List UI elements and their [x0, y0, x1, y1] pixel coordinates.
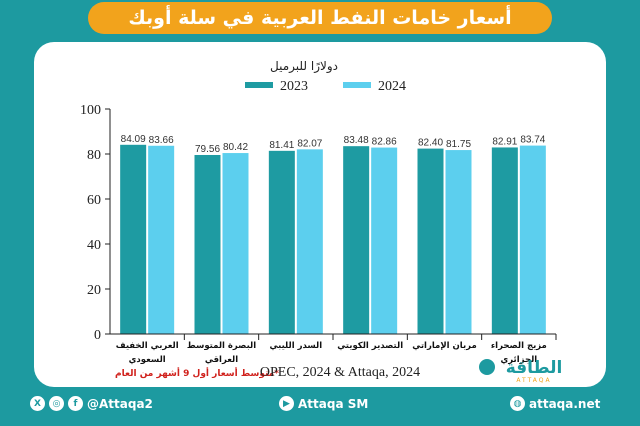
- chart-card: دولارًا للبرميل 2023 2024 0 20 40 60 80 100 8…: [34, 42, 606, 387]
- instagram-icon[interactable]: ◎: [49, 396, 64, 411]
- logo-drop-icon: [479, 359, 495, 375]
- y-tick-label: 20: [87, 283, 101, 298]
- data-label: 80.42: [223, 142, 248, 153]
- globe-icon: ◍: [510, 396, 525, 411]
- data-label: 83.48: [344, 135, 369, 146]
- category-label: العراقي: [205, 355, 238, 365]
- y-tick-label: 0: [94, 328, 101, 343]
- page-title: أسعار خامات النفط العربية في سلة أوبك: [88, 2, 552, 34]
- data-label: 83.74: [520, 135, 545, 146]
- bar-2023: [268, 150, 295, 334]
- bar-2024: [148, 145, 175, 334]
- logo-subtext: ATTAQA: [516, 377, 551, 384]
- footnote: *متوسط أسعار أول 9 أشهر من العام: [115, 367, 279, 379]
- data-label: 81.75: [446, 139, 471, 150]
- logo-text: الطاقة: [506, 358, 563, 378]
- legend-label-2023: 2023: [280, 79, 308, 94]
- category-label: السعودي: [129, 355, 166, 365]
- website-url: attaqa.net: [529, 396, 601, 411]
- category-label: مزيج الصحراء: [491, 341, 547, 351]
- footer: X ◎ f @Attaqa2 ▶ Attaqa SM ◍ attaqa.net: [0, 392, 640, 420]
- data-label: 79.56: [195, 144, 220, 155]
- data-label: 81.41: [269, 140, 294, 151]
- y-tick-label: 100: [80, 103, 101, 118]
- y-tick-label: 40: [87, 238, 101, 253]
- bar-2024: [519, 145, 546, 334]
- category-label: البصرة المتوسط: [187, 341, 256, 351]
- data-label: 82.40: [418, 138, 443, 149]
- data-label: 82.86: [372, 137, 397, 148]
- data-label: 82.07: [297, 138, 322, 149]
- legend-label-2024: 2024: [378, 79, 406, 94]
- data-label: 83.66: [149, 135, 174, 146]
- social-handle[interactable]: @Attaqa2: [87, 396, 153, 411]
- youtube-channel: Attaqa SM: [298, 396, 369, 411]
- bar-2024: [222, 153, 249, 334]
- bar-2024: [445, 150, 472, 334]
- bar-2023: [343, 146, 370, 334]
- category-label: مربان الإماراتي: [412, 341, 476, 351]
- youtube-icon: ▶: [279, 396, 294, 411]
- x-twitter-icon[interactable]: X: [30, 396, 45, 411]
- data-label: 84.09: [121, 134, 146, 145]
- facebook-icon[interactable]: f: [68, 396, 83, 411]
- website-link[interactable]: ◍ attaqa.net: [510, 396, 600, 411]
- y-axis-label: دولارًا للبرميل: [270, 59, 338, 74]
- legend-swatch-2023: [245, 82, 273, 88]
- source-note: OPEC, 2024 & Attaqa, 2024: [260, 365, 420, 380]
- attaqa-logo: الطاقة ATTAQA: [479, 358, 562, 384]
- bar-2023: [194, 154, 221, 334]
- category-label: الجزائري: [500, 355, 537, 365]
- y-tick-label: 80: [87, 148, 101, 163]
- category-label: السدر الليبي: [270, 341, 323, 351]
- bar-2024: [371, 147, 398, 334]
- data-label: 82.91: [492, 136, 517, 147]
- category-label: العربي الخفيف: [116, 341, 179, 351]
- y-tick-label: 60: [87, 193, 101, 208]
- bar-2023: [491, 147, 518, 334]
- legend-swatch-2024: [343, 82, 371, 88]
- category-label: التصدير الكويتي: [337, 341, 403, 351]
- bar-2023: [417, 148, 444, 334]
- bar-chart: دولارًا للبرميل 2023 2024 0 20 40 60 80 100 8…: [80, 59, 562, 384]
- bar-2023: [120, 144, 147, 334]
- youtube-link[interactable]: ▶ Attaqa SM: [279, 396, 368, 411]
- social-links: X ◎ f @Attaqa2: [30, 396, 153, 411]
- bar-2024: [296, 149, 323, 334]
